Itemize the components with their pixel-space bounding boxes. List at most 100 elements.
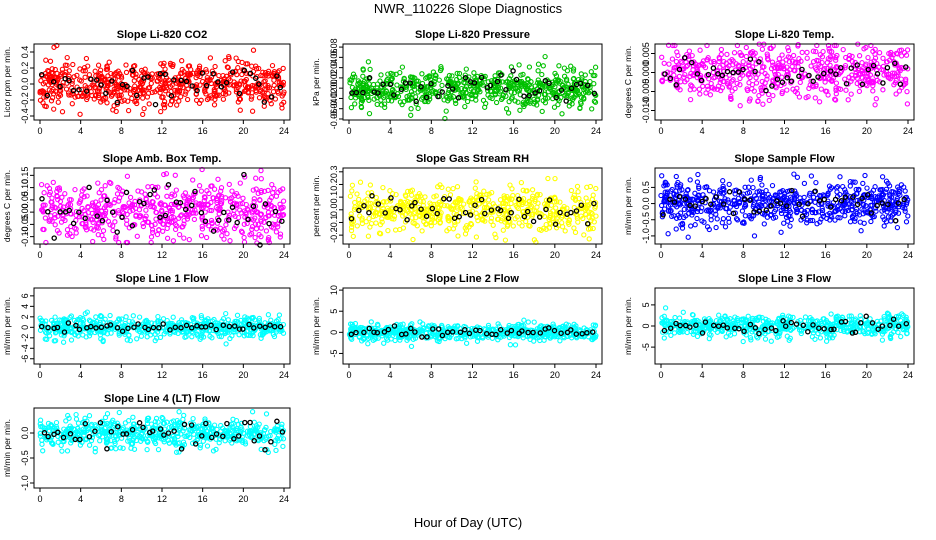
data-point	[506, 98, 512, 105]
x-tick-label: 0	[37, 370, 42, 380]
data-point	[832, 96, 838, 102]
data-point	[102, 183, 108, 189]
data-point	[213, 204, 219, 211]
data-point	[472, 93, 479, 99]
data-point	[883, 186, 890, 192]
data-point	[280, 91, 287, 97]
data-point	[385, 71, 391, 77]
data-point	[807, 82, 813, 88]
reference-point	[553, 94, 559, 101]
data-point	[182, 91, 188, 97]
data-point	[452, 199, 459, 205]
data-point	[400, 204, 407, 210]
data-point	[158, 80, 164, 87]
reference-point	[133, 92, 140, 99]
data-point	[856, 88, 863, 95]
data-point	[797, 79, 803, 86]
data-point	[263, 72, 269, 78]
reference-point	[369, 193, 375, 199]
data-point	[84, 94, 91, 100]
data-point	[379, 216, 385, 222]
data-point	[776, 56, 782, 62]
data-point	[49, 95, 56, 101]
data-point	[572, 86, 578, 92]
data-point	[38, 181, 45, 188]
data-point	[751, 233, 758, 239]
data-point	[372, 212, 379, 219]
data-point	[172, 226, 179, 233]
data-point	[837, 86, 844, 92]
data-point	[534, 204, 540, 210]
reference-point	[99, 218, 106, 224]
data-point	[421, 98, 428, 105]
y-axis-label: ml/min per min.	[2, 297, 12, 355]
data-point	[116, 92, 123, 99]
reference-point	[165, 182, 172, 188]
data-point	[880, 87, 886, 93]
reference-point	[892, 217, 899, 224]
data-point	[686, 48, 693, 54]
data-point	[860, 180, 866, 187]
reference-point	[788, 78, 795, 84]
data-point	[136, 214, 143, 220]
data-point	[588, 69, 594, 75]
data-point	[891, 82, 897, 88]
reference-point	[412, 199, 418, 206]
reference-point	[360, 89, 366, 96]
data-point	[585, 226, 592, 232]
data-point	[832, 217, 838, 223]
data-point	[123, 62, 129, 68]
data-point	[240, 195, 246, 201]
data-point	[568, 187, 575, 194]
x-tick-label: 24	[279, 126, 289, 136]
data-point	[893, 77, 899, 84]
data-point	[389, 215, 395, 222]
data-point	[438, 64, 444, 70]
data-point	[814, 42, 820, 49]
data-point	[237, 107, 243, 113]
data-point	[832, 208, 838, 214]
data-point	[705, 207, 711, 213]
data-point	[858, 228, 864, 234]
data-point	[368, 220, 375, 227]
data-point	[196, 63, 203, 69]
data-point	[888, 52, 894, 58]
reference-point	[662, 71, 668, 77]
data-point	[670, 42, 676, 49]
data-point	[273, 229, 280, 235]
data-point	[210, 195, 217, 201]
reference-point	[578, 202, 585, 208]
data-point	[161, 105, 168, 111]
data-point	[505, 204, 511, 211]
data-point	[861, 65, 867, 71]
data-point	[185, 197, 191, 203]
data-point	[181, 221, 187, 227]
y-tick-label: 0.2	[20, 62, 30, 75]
data-point	[229, 188, 235, 194]
data-point	[833, 57, 839, 63]
reference-point	[848, 65, 854, 71]
data-point	[500, 227, 506, 233]
data-point	[169, 63, 176, 70]
reference-point	[838, 64, 844, 71]
data-point	[508, 200, 514, 207]
data-point	[679, 187, 685, 193]
data-point	[878, 197, 884, 204]
data-point	[755, 98, 761, 105]
y-tick-label: 0.0	[641, 197, 651, 210]
data-point	[555, 78, 561, 84]
data-point	[367, 182, 374, 188]
data-point	[169, 191, 175, 197]
data-point	[143, 213, 149, 219]
data-point	[380, 205, 386, 212]
data-point	[129, 95, 135, 102]
data-point	[269, 62, 276, 69]
reference-point	[472, 202, 478, 208]
data-point	[189, 210, 195, 216]
data-point	[801, 194, 807, 201]
data-point	[115, 68, 121, 74]
data-point	[374, 81, 381, 87]
panel-title: Slope Li-820 CO2	[117, 29, 207, 41]
reference-point	[418, 206, 424, 212]
data-point	[181, 235, 187, 241]
